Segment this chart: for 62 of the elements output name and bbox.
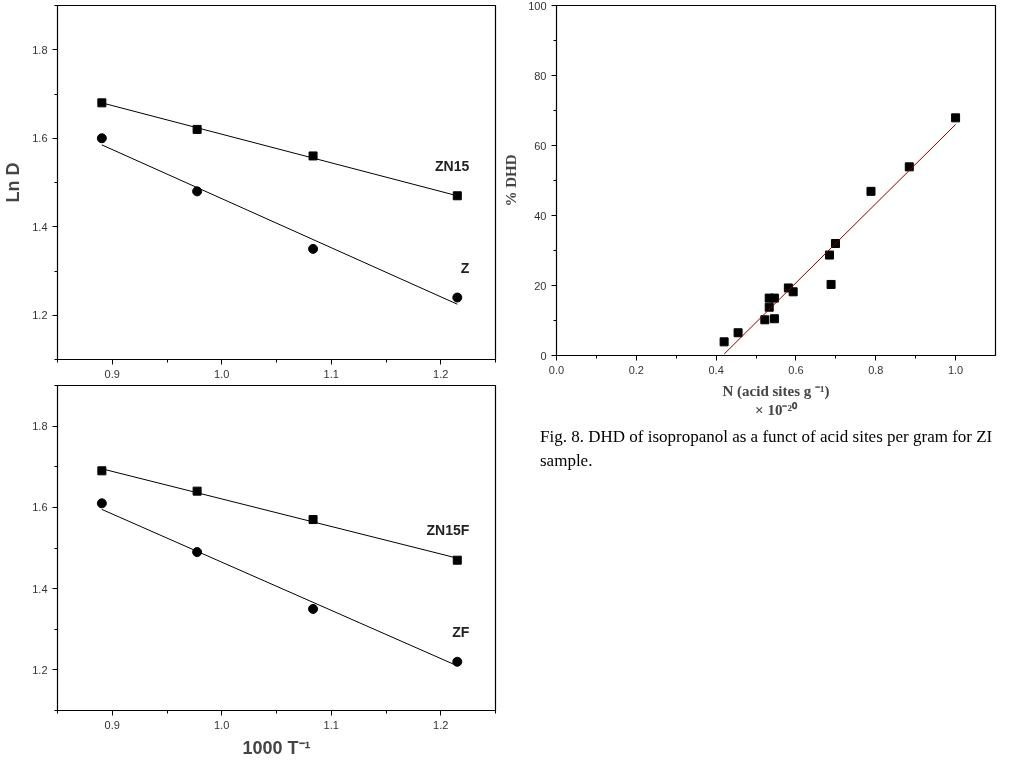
y-tick-label: 1.8 [32,420,48,433]
point [192,486,202,496]
y-tick-label: 20 [534,279,547,292]
point [452,555,462,565]
point [452,191,462,201]
x-tick-label: 1.1 [323,367,339,380]
point [769,293,779,303]
point [788,287,798,297]
y-axis-title: % DHD [503,154,520,207]
y-tick-label: 40 [534,209,547,222]
y-tick-label: 60 [534,139,547,152]
point [192,186,203,197]
x-tick-label: 0.6 [788,363,804,376]
point [97,466,107,476]
point [308,151,318,161]
point [733,328,743,338]
y-tick-label: 1.6 [32,501,48,514]
y-tick-label: 1.2 [32,309,48,322]
x-tick-label: 0.4 [708,363,724,376]
point [308,603,319,614]
point [452,292,463,303]
y-tick-label: 1.4 [32,220,48,233]
x-tick-label: 0.9 [104,718,120,731]
y-tick-label: 1.2 [32,663,48,676]
x-axis-title: N (acid sites g ⁻¹) × 10⁻²⁰ [722,382,830,418]
x-tick-label: 1.0 [214,367,230,380]
point [97,98,107,108]
point [719,337,729,347]
point [192,124,202,134]
x-tick-label: 0.8 [868,363,884,376]
point [760,315,770,325]
point [96,498,107,509]
x-tick-label: 1.0 [214,718,230,731]
point [96,133,107,144]
y-tick-label: 1.4 [32,582,48,595]
x-tick-label: 1.2 [433,718,449,731]
y-tick-label: 0 [540,349,547,362]
x-tick-label: 1.1 [323,718,339,731]
point [951,113,961,123]
point [308,515,318,525]
point [452,656,463,667]
x-tick-label: 1.0 [947,363,964,376]
x-tick-label: 1.2 [433,367,449,380]
x-axis-title: 1000 T⁻¹ [242,737,311,758]
y-axis-title: Ln D [3,162,24,203]
y-tick-label: 80 [534,69,547,82]
point [866,186,876,196]
series-label: ZN15 [435,157,470,174]
x-tick-label: 0.0 [548,363,565,376]
point [824,250,834,260]
point [308,243,319,254]
x-tick-label: 0.2 [628,363,644,376]
y-tick-label: 100 [528,0,547,12]
point [826,279,836,289]
series-label: ZN15F [426,522,470,539]
caption: Fig. 8. DHD of isopropanol as a funct of acid sites per gram for ZI sample. [540,426,994,473]
y-tick-label: 1.8 [32,43,48,56]
y-tick-label: 1.6 [32,132,48,145]
series-label: ZF [452,623,470,640]
x-tick-label: 0.9 [104,367,120,380]
point [769,314,779,324]
series-label: Z [460,259,470,276]
